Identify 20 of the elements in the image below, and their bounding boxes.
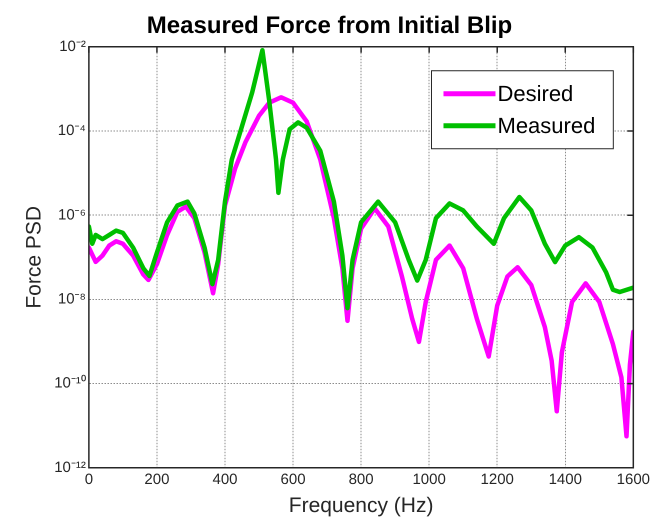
x-tick-label: 1600	[616, 470, 650, 488]
y-tick-label: 10⁻²	[59, 38, 86, 55]
x-tick-label: 800	[348, 470, 374, 488]
x-tick-label: 1000	[412, 470, 446, 488]
x-tick-label: 600	[280, 470, 306, 488]
y-tick-label: 10⁻⁸	[58, 290, 86, 308]
x-tick-label: 400	[212, 470, 238, 488]
y-tick-label: 10⁻¹²	[54, 458, 86, 476]
x-axis-title: Frequency (Hz)	[288, 494, 434, 518]
x-tick-label: 1400	[548, 470, 582, 488]
legend-label: Desired	[497, 80, 574, 106]
legend-label: Measured	[497, 112, 596, 138]
y-tick-label: 10⁻¹⁰	[54, 374, 86, 392]
x-tick-label: 1200	[480, 470, 514, 488]
chart-title: Measured Force from Initial Blip	[146, 12, 512, 40]
y-axis-title: Force PSD	[22, 206, 46, 309]
y-tick-label: 10⁻⁴	[58, 122, 86, 140]
x-tick-label: 0	[84, 470, 94, 488]
x-tick-label: 200	[144, 470, 170, 488]
y-tick-label: 10⁻⁶	[58, 206, 86, 224]
